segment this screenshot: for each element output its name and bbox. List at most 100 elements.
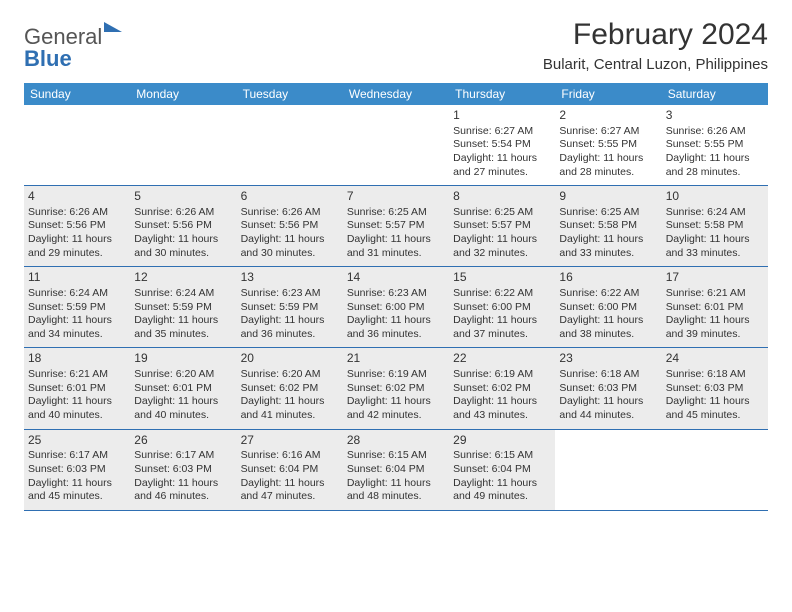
day-number: 29 (453, 433, 551, 449)
day-number: 8 (453, 189, 551, 205)
sunset-text: Sunset: 5:59 PM (134, 301, 232, 315)
sunset-text: Sunset: 5:56 PM (241, 219, 339, 233)
daylight-text: Daylight: 11 hours and 35 minutes. (134, 314, 232, 341)
daylight-text: Daylight: 11 hours and 30 minutes. (134, 233, 232, 260)
sunrise-text: Sunrise: 6:26 AM (28, 206, 126, 220)
sunset-text: Sunset: 5:57 PM (347, 219, 445, 233)
month-title: February 2024 (543, 18, 768, 52)
daylight-text: Daylight: 11 hours and 49 minutes. (453, 477, 551, 504)
sunset-text: Sunset: 6:03 PM (666, 382, 764, 396)
sunset-text: Sunset: 6:04 PM (347, 463, 445, 477)
daylight-text: Daylight: 11 hours and 33 minutes. (666, 233, 764, 260)
daylight-text: Daylight: 11 hours and 45 minutes. (28, 477, 126, 504)
day-cell: 7Sunrise: 6:25 AMSunset: 5:57 PMDaylight… (343, 186, 449, 266)
sunrise-text: Sunrise: 6:26 AM (666, 125, 764, 139)
daylight-text: Daylight: 11 hours and 36 minutes. (241, 314, 339, 341)
day-cell: 23Sunrise: 6:18 AMSunset: 6:03 PMDayligh… (555, 348, 661, 428)
day-number: 24 (666, 351, 764, 367)
sunrise-text: Sunrise: 6:26 AM (134, 206, 232, 220)
weeks-container: 1Sunrise: 6:27 AMSunset: 5:54 PMDaylight… (24, 105, 768, 511)
day-cell: 25Sunrise: 6:17 AMSunset: 6:03 PMDayligh… (24, 430, 130, 510)
day-cell: 29Sunrise: 6:15 AMSunset: 6:04 PMDayligh… (449, 430, 555, 510)
logo-text: General Blue (24, 22, 122, 70)
sunset-text: Sunset: 5:54 PM (453, 138, 551, 152)
daylight-text: Daylight: 11 hours and 39 minutes. (666, 314, 764, 341)
sunrise-text: Sunrise: 6:25 AM (559, 206, 657, 220)
calendar: SundayMondayTuesdayWednesdayThursdayFrid… (24, 83, 768, 511)
day-cell: 14Sunrise: 6:23 AMSunset: 6:00 PMDayligh… (343, 267, 449, 347)
day-number: 6 (241, 189, 339, 205)
day-number: 5 (134, 189, 232, 205)
sunset-text: Sunset: 5:58 PM (559, 219, 657, 233)
day-number: 21 (347, 351, 445, 367)
sunset-text: Sunset: 5:55 PM (666, 138, 764, 152)
week-row: 1Sunrise: 6:27 AMSunset: 5:54 PMDaylight… (24, 105, 768, 186)
daylight-text: Daylight: 11 hours and 29 minutes. (28, 233, 126, 260)
weekday-header: Thursday (449, 83, 555, 105)
day-cell (237, 105, 343, 185)
daylight-text: Daylight: 11 hours and 36 minutes. (347, 314, 445, 341)
location: Bularit, Central Luzon, Philippines (543, 56, 768, 73)
daylight-text: Daylight: 11 hours and 28 minutes. (559, 152, 657, 179)
weekday-header: Tuesday (237, 83, 343, 105)
header: General Blue February 2024 Bularit, Cent… (24, 18, 768, 73)
day-cell (662, 430, 768, 510)
week-row: 25Sunrise: 6:17 AMSunset: 6:03 PMDayligh… (24, 430, 768, 511)
daylight-text: Daylight: 11 hours and 34 minutes. (28, 314, 126, 341)
sunrise-text: Sunrise: 6:17 AM (134, 449, 232, 463)
daylight-text: Daylight: 11 hours and 28 minutes. (666, 152, 764, 179)
day-number: 7 (347, 189, 445, 205)
sunrise-text: Sunrise: 6:18 AM (666, 368, 764, 382)
sunset-text: Sunset: 5:57 PM (453, 219, 551, 233)
day-cell (343, 105, 449, 185)
sunset-text: Sunset: 6:00 PM (559, 301, 657, 315)
daylight-text: Daylight: 11 hours and 30 minutes. (241, 233, 339, 260)
daylight-text: Daylight: 11 hours and 45 minutes. (666, 395, 764, 422)
sunrise-text: Sunrise: 6:17 AM (28, 449, 126, 463)
sunrise-text: Sunrise: 6:18 AM (559, 368, 657, 382)
day-number: 11 (28, 270, 126, 286)
day-number: 22 (453, 351, 551, 367)
day-number: 23 (559, 351, 657, 367)
title-block: February 2024 Bularit, Central Luzon, Ph… (543, 18, 768, 73)
day-number: 19 (134, 351, 232, 367)
sunrise-text: Sunrise: 6:25 AM (453, 206, 551, 220)
day-cell: 13Sunrise: 6:23 AMSunset: 5:59 PMDayligh… (237, 267, 343, 347)
day-cell: 12Sunrise: 6:24 AMSunset: 5:59 PMDayligh… (130, 267, 236, 347)
day-cell: 17Sunrise: 6:21 AMSunset: 6:01 PMDayligh… (662, 267, 768, 347)
day-number: 20 (241, 351, 339, 367)
day-number: 10 (666, 189, 764, 205)
day-cell: 28Sunrise: 6:15 AMSunset: 6:04 PMDayligh… (343, 430, 449, 510)
day-cell: 8Sunrise: 6:25 AMSunset: 5:57 PMDaylight… (449, 186, 555, 266)
sunrise-text: Sunrise: 6:16 AM (241, 449, 339, 463)
day-cell: 22Sunrise: 6:19 AMSunset: 6:02 PMDayligh… (449, 348, 555, 428)
sunset-text: Sunset: 6:00 PM (347, 301, 445, 315)
sunrise-text: Sunrise: 6:24 AM (134, 287, 232, 301)
logo-triangle-icon (104, 22, 122, 32)
sunrise-text: Sunrise: 6:21 AM (666, 287, 764, 301)
daylight-text: Daylight: 11 hours and 43 minutes. (453, 395, 551, 422)
sunset-text: Sunset: 6:04 PM (241, 463, 339, 477)
day-cell: 2Sunrise: 6:27 AMSunset: 5:55 PMDaylight… (555, 105, 661, 185)
day-cell: 24Sunrise: 6:18 AMSunset: 6:03 PMDayligh… (662, 348, 768, 428)
day-number: 12 (134, 270, 232, 286)
daylight-text: Daylight: 11 hours and 40 minutes. (134, 395, 232, 422)
sunset-text: Sunset: 6:03 PM (134, 463, 232, 477)
day-cell: 5Sunrise: 6:26 AMSunset: 5:56 PMDaylight… (130, 186, 236, 266)
sunset-text: Sunset: 6:04 PM (453, 463, 551, 477)
day-number: 26 (134, 433, 232, 449)
weekday-header: Sunday (24, 83, 130, 105)
day-number: 18 (28, 351, 126, 367)
daylight-text: Daylight: 11 hours and 46 minutes. (134, 477, 232, 504)
sunset-text: Sunset: 5:58 PM (666, 219, 764, 233)
weekday-header: Monday (130, 83, 236, 105)
day-cell: 27Sunrise: 6:16 AMSunset: 6:04 PMDayligh… (237, 430, 343, 510)
day-cell (24, 105, 130, 185)
day-cell: 10Sunrise: 6:24 AMSunset: 5:58 PMDayligh… (662, 186, 768, 266)
day-number: 4 (28, 189, 126, 205)
daylight-text: Daylight: 11 hours and 37 minutes. (453, 314, 551, 341)
sunrise-text: Sunrise: 6:22 AM (453, 287, 551, 301)
daylight-text: Daylight: 11 hours and 33 minutes. (559, 233, 657, 260)
daylight-text: Daylight: 11 hours and 47 minutes. (241, 477, 339, 504)
sunset-text: Sunset: 6:01 PM (28, 382, 126, 396)
